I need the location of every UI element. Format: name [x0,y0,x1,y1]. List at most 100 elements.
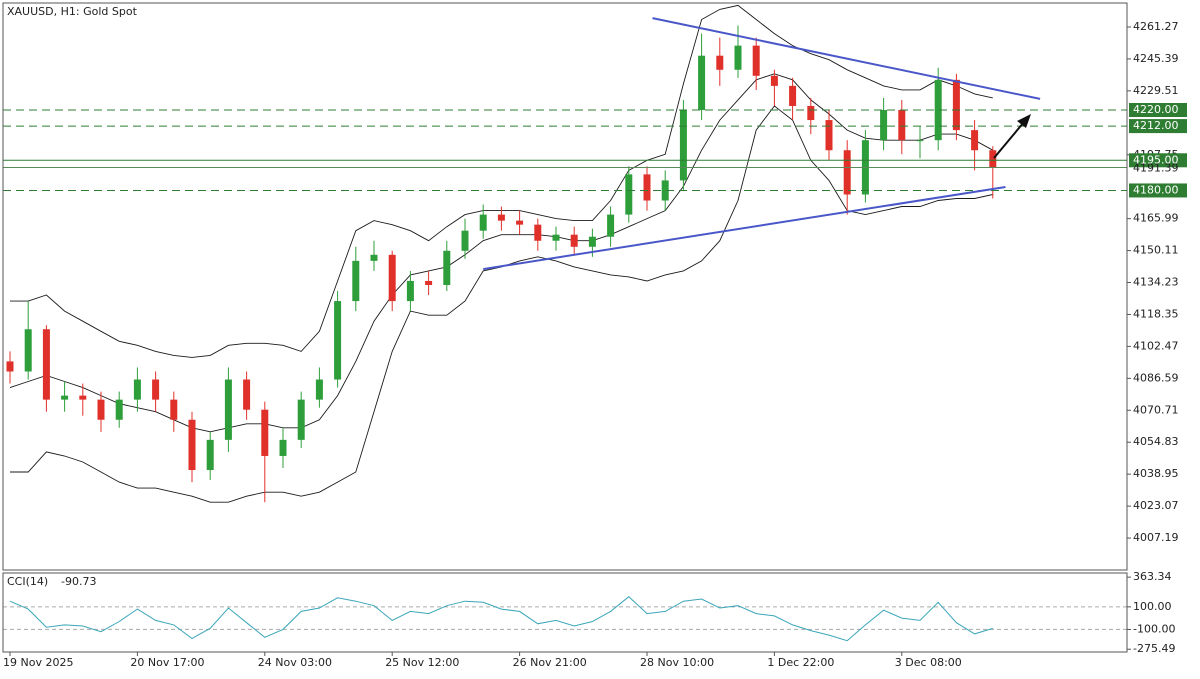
y-tick-label: 4007.19 [1133,531,1179,544]
candle-body [825,120,833,151]
trendline [652,17,1041,100]
candle-body [115,399,123,420]
cci-y-tick-label: -275.49 [1133,642,1175,655]
x-tick-label: 1 Dec 22:00 [767,656,834,669]
level-label-box [1129,183,1187,198]
trendline [483,186,1006,271]
x-tick-label: 20 Nov 17:00 [130,656,204,669]
candle-body [516,220,524,225]
candle-body [188,419,196,471]
candle-body [224,379,232,440]
candle-body [734,45,742,70]
candle-body [843,150,851,195]
y-tick-label: 4134.23 [1133,276,1179,289]
cci-label: CCI(14) [7,575,48,588]
candle-body [206,439,214,471]
candle-body [952,79,960,131]
level-label: 4212.00 [1133,119,1179,132]
candle-body [461,230,469,251]
candle-body [570,234,578,247]
y-tick-label: 4229.51 [1133,84,1179,97]
candle-body [898,110,906,141]
candle-body [133,379,141,400]
candle-body [79,395,87,400]
candle-body [971,130,979,151]
candle-body [661,180,669,201]
x-tick-label: 3 Dec 08:00 [895,656,962,669]
candle-body [716,55,724,70]
y-tick-label: 4261.27 [1133,20,1179,33]
candle-body [334,301,342,380]
y-tick-label: 4023.07 [1133,499,1179,512]
candle-body [789,85,797,106]
candle-body [934,79,942,141]
candle-body [42,329,50,400]
candle-body [479,214,487,231]
candle-body [243,379,251,410]
candle-body [497,214,505,221]
x-tick-label: 28 Nov 10:00 [640,656,714,669]
cci-y-tick-label: 363.34 [1133,570,1172,583]
y-tick-label: 4118.35 [1133,307,1179,320]
candle-body [315,379,323,400]
candle-body [388,254,396,302]
candle-body [643,174,651,201]
x-tick-label: 26 Nov 21:00 [513,656,587,669]
level-label: 4180.00 [1133,183,1179,196]
cci-value: -90.73 [61,575,96,588]
candle-body [370,254,378,261]
candle-body [770,75,778,86]
candle-body [989,150,997,168]
candle-body [807,105,815,121]
candle-body [24,329,32,372]
candle-body [279,439,287,456]
cci-y-tick-label: 100.00 [1133,600,1172,613]
y-tick-label: 4102.47 [1133,339,1179,352]
x-tick-label: 19 Nov 2025 [3,656,73,669]
candle-body [607,214,615,237]
y-tick-label: 4086.59 [1133,371,1179,384]
candle-body [679,110,687,181]
candle-body [552,234,560,241]
candle-body [588,236,596,247]
x-tick-label: 24 Nov 03:00 [258,656,332,669]
level-label-box [1129,119,1187,134]
y-tick-label: 4165.99 [1133,212,1179,225]
candle-body [752,45,760,76]
y-tick-label: 4054.83 [1133,435,1179,448]
front-layer: 4220.00 4212.00 4195.00 4180.00 4191.39 [3,17,1187,271]
candle-body [880,110,888,141]
candle-body [406,280,414,302]
candle-body [97,399,105,420]
cci-line [9,596,993,642]
cci-panel-frame [2,572,1128,653]
y-tick-label: 4070.71 [1133,403,1179,416]
price-label: 4191.39 [1133,162,1179,175]
candle-body [698,55,706,111]
candle-body [297,399,305,440]
level-label-box [1129,153,1187,168]
level-label: 4195.00 [1133,153,1179,166]
level-label-box [1129,103,1187,118]
back-layer: 4261.274245.394229.514197.754165.994150.… [3,20,1179,669]
candle-body [534,224,542,241]
arrow [993,114,1031,159]
candle-body [425,280,433,285]
candle-body [625,174,633,215]
candle-body [61,395,69,400]
y-tick-label: 4038.95 [1133,467,1179,480]
cci-y-tick-label: -100.00 [1133,622,1175,635]
x-tick-label: 25 Nov 12:00 [385,656,459,669]
y-tick-label: 4245.39 [1133,52,1179,65]
chart-title: XAUUSD, H1: Gold Spot [7,5,138,18]
candle-body [6,361,14,372]
candle-body [152,379,160,400]
candle-body [443,250,451,285]
level-label: 4220.00 [1133,103,1179,116]
main-panel-frame [2,2,1128,571]
candle-body [261,409,269,456]
candle-body [352,260,360,302]
candle-body [916,140,924,142]
